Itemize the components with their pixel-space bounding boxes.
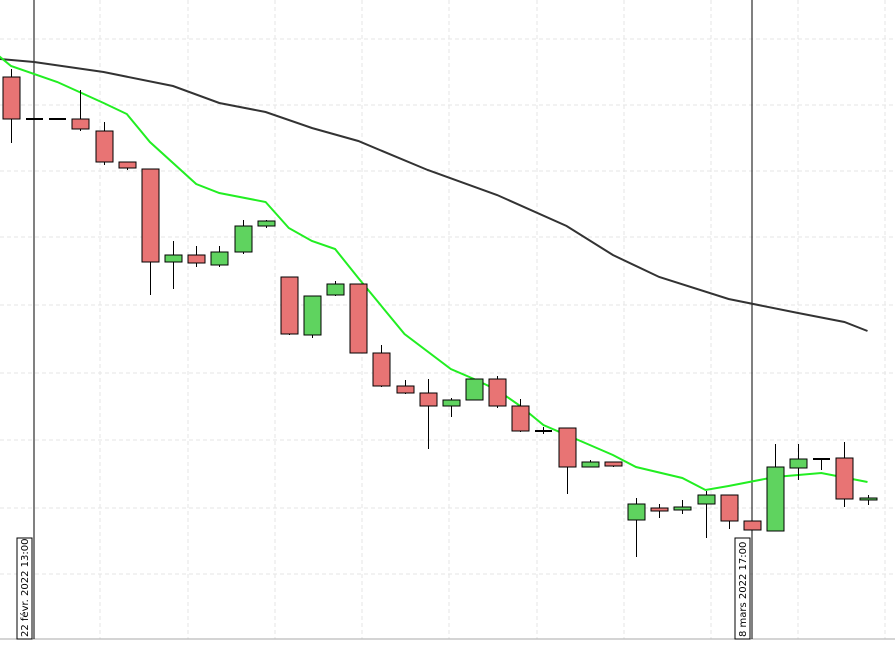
- candle: [2, 69, 21, 143]
- moving-average-lines: [0, 55, 868, 492]
- candle-body: [349, 283, 368, 354]
- candle: [488, 376, 507, 408]
- time-marker-label-box: [734, 537, 751, 640]
- candle-body: [396, 385, 415, 394]
- candle-body: [627, 503, 646, 521]
- candle-body: [372, 352, 391, 387]
- time-marker-labels: 22 févr. 2022 13:00 8 mars 2022 17:00: [16, 537, 751, 640]
- candles: [2, 69, 878, 557]
- candle: [743, 520, 762, 531]
- candle-body: [326, 283, 345, 296]
- candle-body: [419, 392, 438, 407]
- candle: [187, 246, 206, 267]
- candle: [859, 495, 878, 505]
- candle-body: [581, 461, 600, 468]
- candle: [141, 168, 160, 295]
- candle: [604, 461, 623, 467]
- candle: [813, 458, 830, 470]
- candle: [396, 380, 415, 394]
- candle: [326, 281, 345, 296]
- candle-body: [141, 168, 160, 263]
- candle: [71, 90, 90, 131]
- candle: [257, 220, 276, 228]
- candle-body: [697, 494, 716, 505]
- candle-body: [720, 494, 739, 522]
- candle: [164, 241, 183, 289]
- candle-body: [766, 466, 785, 532]
- time-marker-label: 8 mars 2022 17:00: [738, 542, 749, 637]
- candle: [349, 283, 368, 354]
- candle: [303, 295, 322, 338]
- candle: [720, 494, 739, 529]
- candle-body: [743, 520, 762, 531]
- candle: [419, 379, 438, 449]
- candle: [465, 378, 484, 401]
- candle-body: [118, 161, 137, 169]
- candle-body: [187, 254, 206, 264]
- candle-body: [164, 254, 183, 263]
- candle-body: [210, 251, 229, 266]
- time-marker-label-box: [16, 537, 33, 640]
- candle-body: [257, 220, 276, 227]
- candle-body: [835, 457, 854, 500]
- candle-body: [442, 399, 461, 407]
- candle: [234, 220, 253, 254]
- candle: [766, 444, 785, 532]
- time-markers: [33, 0, 753, 639]
- candle: [118, 161, 137, 170]
- candle: [95, 122, 114, 165]
- candle-body: [789, 458, 808, 469]
- candle: [442, 398, 461, 417]
- candle-body: [650, 507, 669, 512]
- candle: [789, 444, 808, 480]
- candle: [650, 504, 669, 518]
- candle: [627, 498, 646, 557]
- candle: [673, 500, 692, 514]
- candle-body: [558, 427, 577, 468]
- candle-body: [859, 497, 878, 501]
- candle: [535, 427, 552, 434]
- candle: [372, 345, 391, 387]
- time-marker-label: 22 févr. 2022 13:00: [19, 539, 31, 638]
- fast-moving-average-line: [0, 55, 868, 492]
- grid-lines: [0, 0, 895, 639]
- candle-body: [465, 378, 484, 401]
- candle: [511, 399, 530, 432]
- candle-body: [280, 276, 299, 335]
- candle-body: [673, 506, 692, 511]
- candle-body: [71, 118, 90, 130]
- candle: [210, 246, 229, 267]
- candle-body: [303, 295, 322, 336]
- candle: [280, 276, 299, 335]
- slow-moving-average-line: [0, 58, 868, 332]
- candle: [581, 460, 600, 468]
- candle-body: [2, 76, 21, 120]
- candle: [558, 427, 577, 494]
- candle-body: [604, 461, 623, 467]
- candle-body: [234, 225, 253, 253]
- candle-body: [95, 130, 114, 163]
- candle: [835, 442, 854, 507]
- candle: [697, 491, 716, 538]
- candle-body: [488, 378, 507, 407]
- candle-body: [511, 405, 530, 432]
